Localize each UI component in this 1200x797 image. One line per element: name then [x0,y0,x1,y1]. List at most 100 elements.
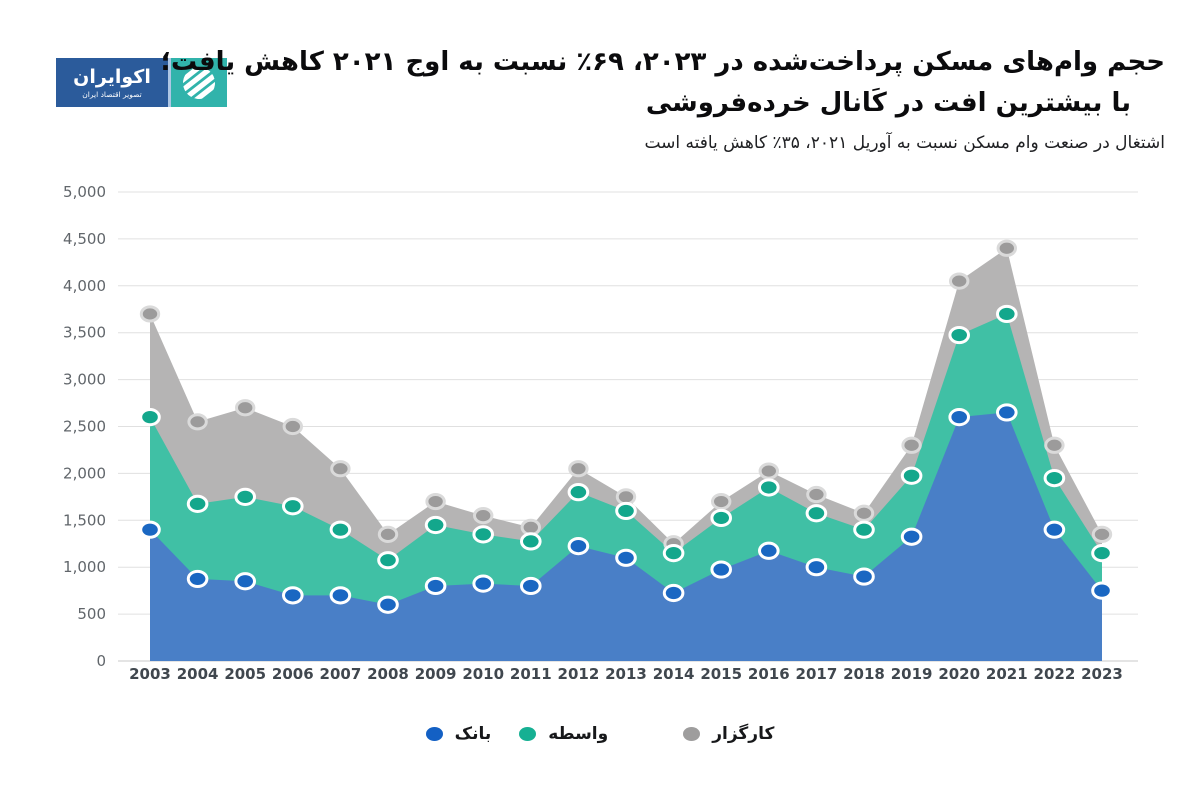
marker-کارگزار [853,504,875,522]
marker-بانک [900,527,923,546]
marker-کارگزار [806,485,827,504]
legend-swatch-broker [683,727,701,741]
logo-brand-text: اکوایران [73,65,151,88]
headline-block: حجم وام‌های مسکن پرداخت‌شده در ۲۰۲۳، ۶۹٪… [160,42,1165,153]
marker-کارگزار [377,525,399,543]
marker-بانک [805,558,828,577]
marker-کارگزار [1091,525,1113,543]
area-بانک [150,412,1102,661]
marker-کارگزار [139,305,161,323]
x-tick-label: 2018 [843,665,885,683]
x-tick-label: 2021 [986,665,1028,683]
x-tick-label: 2022 [1034,665,1076,683]
marker-واسطه [329,520,352,539]
x-tick-label: 2023 [1081,665,1123,683]
y-tick-label: 4,000 [63,277,106,295]
legend-item-bank: بانک [425,724,492,744]
marker-واسطه [282,497,304,516]
marker-کارگزار [568,460,589,478]
marker-بانک [234,572,256,591]
marker-کارگزار [330,460,351,478]
legend-swatch-bank [425,727,443,741]
marker-بانک [377,595,399,614]
x-tick-label: 2004 [177,665,219,683]
marker-بانک [567,536,590,556]
marker-بانک [424,576,447,596]
marker-واسطه [377,551,399,570]
marker-واسطه [996,304,1018,324]
x-tick-label: 2003 [129,665,171,683]
legend-label-broker: کارگزار [712,724,775,744]
x-tick-label: 2019 [891,665,933,683]
y-tick-label: 2,000 [63,464,106,482]
marker-واسطه [567,483,590,502]
marker-کارگزار [282,417,303,436]
loan-volume-area-chart: 0 500 1,000 1,500 2,000 2,500 3,000 3,500 4,000 4… [63,183,1138,683]
x-tick-label: 2011 [510,665,552,683]
marker-بانک [710,560,733,579]
chart-title-line2: با بیشترین افت در کَانال خرده‌فروشی [645,88,1131,118]
marker-واسطه [710,508,733,528]
marker-بانک [329,586,352,605]
marker-واسطه [186,494,209,513]
brand-logo: اکوایران تصویر اقتصاد ایران [56,58,227,107]
y-tick-label: 1,000 [63,558,106,576]
marker-واسطه [139,408,161,427]
marker-واسطه [234,487,256,506]
marker-واسطه [472,525,495,544]
marker-کارگزار [235,399,256,417]
marker-کارگزار [949,272,970,290]
marker-کارگزار [996,239,1017,257]
chart-subtitle: اشتغال در صنعت وام مسکن نسبت به آوریل ۲۰… [644,133,1165,153]
marker-کارگزار [187,413,208,431]
marker-بانک [1091,581,1113,600]
marker-بانک [758,541,780,560]
x-tick-label: 2020 [938,665,980,683]
x-tick-label: 2010 [462,665,504,683]
x-tick-label: 2012 [558,665,600,683]
logo-tagline: تصویر اقتصاد ایران [82,89,142,99]
x-tick-label: 2016 [748,665,790,683]
marker-کارگزار [901,436,922,454]
marker-بانک [948,408,971,427]
x-tick-label: 2015 [700,665,742,683]
legend-label-intermediary: واسطه [548,724,609,744]
marker-بانک [1043,520,1066,539]
marker-واسطه [424,515,447,535]
marker-واسطه [520,532,542,551]
y-tick-label: 2,500 [63,418,106,436]
marker-بانک [662,583,685,603]
x-tick-label: 2005 [224,665,266,683]
legend-item-intermediary: واسطه [519,724,608,744]
marker-کارگزار [1044,436,1065,454]
marker-واسطه [805,504,828,523]
marker-بانک [520,576,542,596]
marker-کارگزار [711,492,732,511]
y-tick-label: 0 [96,652,106,670]
chart-legend: بانک واسطه کارگزار [0,724,1200,744]
marker-بانک [853,567,875,586]
marker-واسطه [758,478,780,497]
marker-واسطه [853,520,875,539]
y-tick-label: 3,500 [63,324,106,342]
y-tick-label: 4,500 [63,230,106,248]
marker-بانک [615,548,637,567]
marker-بانک [139,520,161,539]
y-tick-label: 5,000 [63,183,106,201]
legend-label-bank: بانک [454,724,492,744]
marker-واسطه [615,501,637,521]
legend-swatch-intermediary [519,727,537,741]
chart-title-line1: حجم وام‌های مسکن پرداخت‌شده در ۲۰۲۳، ۶۹٪… [160,47,1165,77]
logo-divider [168,58,171,107]
x-tick-label: 2009 [415,665,457,683]
x-tick-label: 2013 [605,665,647,683]
marker-واسطه [1091,544,1113,563]
logo-text-panel: اکوایران تصویر اقتصاد ایران [56,58,168,107]
marker-بانک [996,403,1018,422]
marker-کارگزار [473,507,494,525]
marker-واسطه [948,325,971,345]
marker-بانک [186,569,209,589]
y-tick-label: 1,500 [63,511,106,529]
y-tick-label: 500 [77,605,106,623]
